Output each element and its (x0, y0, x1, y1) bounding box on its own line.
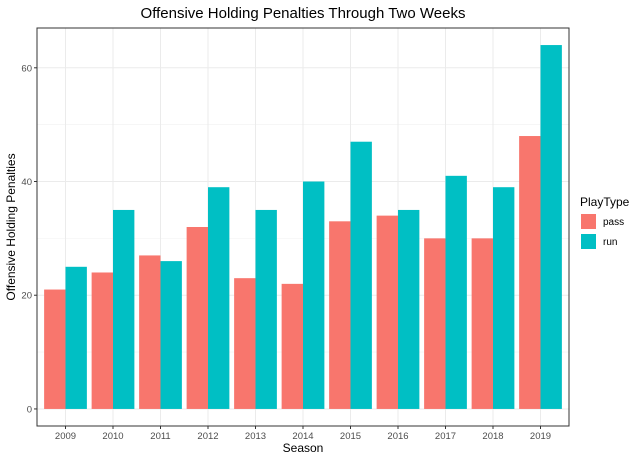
bar-pass-2010 (91, 272, 113, 409)
bar-run-2012 (208, 187, 230, 409)
bar-pass-2009 (44, 289, 66, 409)
x-axis-title: Season (283, 441, 324, 455)
legend: PlayType pass run (580, 195, 630, 249)
legend-label-run: run (603, 237, 617, 248)
x-tick-label: 2014 (292, 431, 313, 442)
bar-run-2015 (350, 141, 372, 409)
bar-run-2011 (160, 261, 182, 409)
bar-pass-2014 (281, 283, 303, 409)
legend-key-run (581, 234, 596, 249)
bar-pass-2015 (329, 221, 351, 409)
y-tick-label: 60 (21, 63, 32, 74)
bar-pass-2017 (424, 238, 446, 409)
x-axis: 2009 2010 2011 2012 2013 2014 2015 2016 2017 2018… (55, 426, 551, 442)
legend-title: PlayType (580, 195, 630, 209)
y-axis-title: Offensive Holding Penalties (4, 153, 18, 300)
legend-key-pass (581, 214, 596, 229)
bar-pass-2011 (139, 255, 161, 409)
bar-run-2010 (113, 209, 135, 409)
bar-run-2016 (398, 209, 420, 409)
bars-layer (44, 45, 562, 409)
chart-title: Offensive Holding Penalties Through Two … (141, 5, 466, 22)
bar-pass-2012 (186, 227, 208, 409)
bar-run-2009 (65, 266, 87, 409)
bar-pass-2016 (376, 215, 398, 409)
bar-pass-2018 (471, 238, 493, 409)
x-tick-label: 2010 (102, 431, 123, 442)
x-tick-label: 2019 (530, 431, 551, 442)
x-tick-label: 2009 (55, 431, 76, 442)
y-tick-label: 0 (27, 404, 32, 415)
x-tick-label: 2016 (387, 431, 408, 442)
x-tick-label: 2012 (197, 431, 218, 442)
x-tick-label: 2011 (150, 431, 170, 442)
bar-run-2017 (445, 175, 467, 409)
y-axis: 0 20 40 60 (21, 63, 37, 415)
y-tick-label: 20 (21, 291, 32, 302)
bar-run-2013 (255, 209, 277, 409)
x-tick-label: 2018 (482, 431, 503, 442)
bar-pass-2019 (519, 136, 541, 409)
y-tick-label: 40 (21, 177, 32, 188)
bar-run-2014 (303, 181, 325, 409)
x-tick-label: 2017 (435, 431, 456, 442)
bar-run-2019 (540, 45, 562, 409)
x-tick-label: 2015 (340, 431, 361, 442)
bar-run-2018 (493, 187, 515, 409)
legend-label-pass: pass (603, 217, 624, 228)
x-tick-label: 2013 (245, 431, 266, 442)
bar-pass-2013 (234, 278, 256, 409)
